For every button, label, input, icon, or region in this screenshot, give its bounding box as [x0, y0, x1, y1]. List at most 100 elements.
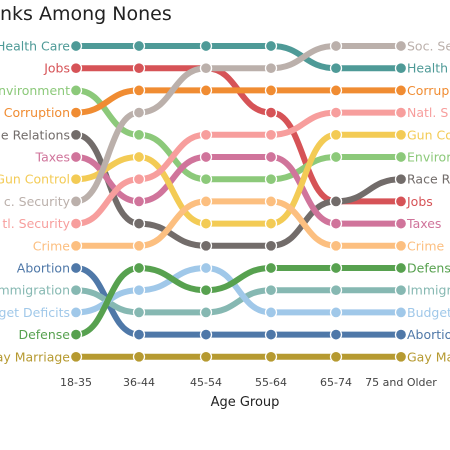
point-taxes-2 — [199, 150, 213, 164]
point-gay-marriage-3 — [264, 350, 278, 363]
point-soc-security-1 — [132, 106, 146, 119]
point-environment-4 — [329, 150, 343, 164]
point-environment-1 — [132, 128, 146, 141]
point-health-care-1 — [132, 39, 146, 53]
right-label-6: Enviror — [407, 150, 450, 165]
point-immigration-4 — [329, 284, 343, 297]
point-immigration-3 — [264, 284, 278, 297]
point-corruption-3 — [264, 84, 278, 97]
series-line-race-relations — [73, 131, 404, 249]
right-label-11: Defens — [407, 261, 450, 276]
point-jobs-5 — [394, 195, 408, 208]
point-taxes-5 — [394, 217, 408, 230]
left-label-15: ay Marriage — [0, 349, 70, 364]
series-lines — [73, 42, 404, 360]
point-environment-0 — [69, 84, 83, 97]
point-corruption-4 — [329, 84, 343, 97]
point-race-relations-1 — [132, 217, 146, 230]
point-budget-deficits-5 — [394, 306, 408, 319]
left-label-11: Abortion — [17, 261, 70, 276]
point-budget-deficits-1 — [132, 284, 146, 297]
point-taxes-3 — [264, 150, 278, 164]
point-natl-security-1 — [132, 173, 146, 186]
point-soc-security-0 — [69, 195, 83, 208]
left-label-12: mmigration — [0, 283, 70, 298]
right-label-2: Health — [407, 61, 448, 76]
point-abortion-2 — [199, 328, 213, 341]
point-immigration-2 — [199, 306, 213, 319]
point-crime-0 — [69, 239, 83, 252]
point-corruption-0 — [69, 106, 83, 119]
left-label-4: Corruption — [4, 105, 70, 120]
x-tick-1: 36-44 — [123, 376, 155, 389]
x-tick-5: 75 and Older — [365, 376, 437, 389]
point-race-relations-0 — [69, 128, 83, 141]
point-gay-marriage-5 — [394, 350, 408, 363]
right-label-7: Race R — [407, 172, 450, 187]
series-line-corruption — [73, 87, 404, 116]
point-defense-3 — [264, 261, 278, 275]
point-abortion-0 — [69, 261, 83, 275]
point-soc-security-2 — [199, 62, 213, 75]
point-abortion-5 — [394, 328, 408, 341]
point-jobs-3 — [264, 106, 278, 119]
right-label-10: Crime — [407, 238, 445, 253]
point-taxes-4 — [329, 217, 343, 230]
point-crime-1 — [132, 239, 146, 252]
point-defense-1 — [132, 261, 146, 275]
point-defense-2 — [199, 284, 213, 297]
point-natl-security-0 — [69, 217, 83, 230]
point-defense-0 — [69, 328, 83, 341]
point-health-care-4 — [329, 62, 343, 75]
point-abortion-4 — [329, 328, 343, 341]
x-tick-0: 18-35 — [60, 376, 92, 389]
point-crime-2 — [199, 195, 213, 208]
point-taxes-1 — [132, 195, 146, 208]
point-gay-marriage-2 — [199, 350, 213, 363]
point-race-relations-3 — [264, 239, 278, 252]
point-crime-5 — [394, 239, 408, 252]
point-abortion-1 — [132, 328, 146, 341]
point-gay-marriage-1 — [132, 350, 146, 363]
point-gun-control-5 — [394, 128, 408, 141]
point-environment-5 — [394, 150, 408, 164]
point-natl-security-5 — [394, 106, 408, 119]
point-crime-3 — [264, 195, 278, 208]
point-corruption-5 — [394, 84, 408, 97]
left-label-7: Gun Control — [0, 172, 70, 187]
point-soc-security-4 — [329, 39, 343, 53]
left-label-10: Crime — [33, 238, 71, 253]
point-corruption-1 — [132, 84, 146, 97]
point-corruption-2 — [199, 84, 213, 97]
point-gun-control-4 — [329, 128, 343, 141]
point-race-relations-5 — [394, 173, 408, 186]
right-label-13: Budget — [407, 305, 450, 320]
series-points — [69, 39, 408, 363]
left-label-5: e Relations — [1, 127, 70, 142]
point-gay-marriage-0 — [69, 350, 83, 363]
point-defense-4 — [329, 261, 343, 275]
x-axis-ticks: 18-35 36-44 45-54 55-64 65-74 75 and Older — [60, 376, 437, 389]
point-health-care-2 — [199, 39, 213, 53]
point-abortion-3 — [264, 328, 278, 341]
left-label-3: Environment — [0, 83, 70, 98]
point-natl-security-3 — [264, 128, 278, 141]
point-race-relations-2 — [199, 239, 213, 252]
point-gun-control-3 — [264, 217, 278, 230]
right-label-1: Soc. Se — [407, 39, 450, 54]
point-taxes-0 — [69, 150, 83, 164]
point-jobs-1 — [132, 62, 146, 75]
series-line-health-care — [73, 42, 404, 72]
point-health-care-5 — [394, 62, 408, 75]
point-budget-deficits-2 — [199, 261, 213, 275]
point-budget-deficits-3 — [264, 306, 278, 319]
point-soc-security-3 — [264, 62, 278, 75]
left-label-13: udget Deficits — [0, 305, 70, 320]
point-health-care-0 — [69, 39, 83, 53]
right-label-14: Abortio — [407, 327, 450, 342]
chart-title: nks Among Nones — [0, 3, 172, 25]
point-immigration-0 — [69, 284, 83, 297]
point-jobs-0 — [69, 62, 83, 75]
right-label-12: Immigr — [407, 283, 450, 298]
